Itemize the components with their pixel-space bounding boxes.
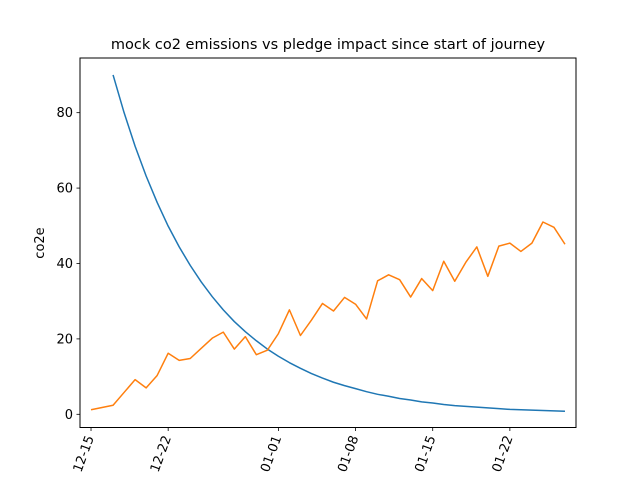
chart-title: mock co2 emissions vs pledge impact sinc… xyxy=(111,37,546,53)
series-line-1 xyxy=(112,74,566,413)
y-tick-label: 0 xyxy=(65,408,73,423)
y-axis-label: co2e xyxy=(33,227,48,258)
plot-frame xyxy=(79,57,577,428)
series-layer xyxy=(90,74,566,413)
y-tick-label: 20 xyxy=(56,332,73,347)
y-tick-label: 60 xyxy=(56,182,73,197)
series-line-2 xyxy=(90,221,566,411)
y-tick-label: 80 xyxy=(56,106,73,121)
y-tick-label: 40 xyxy=(56,257,73,272)
